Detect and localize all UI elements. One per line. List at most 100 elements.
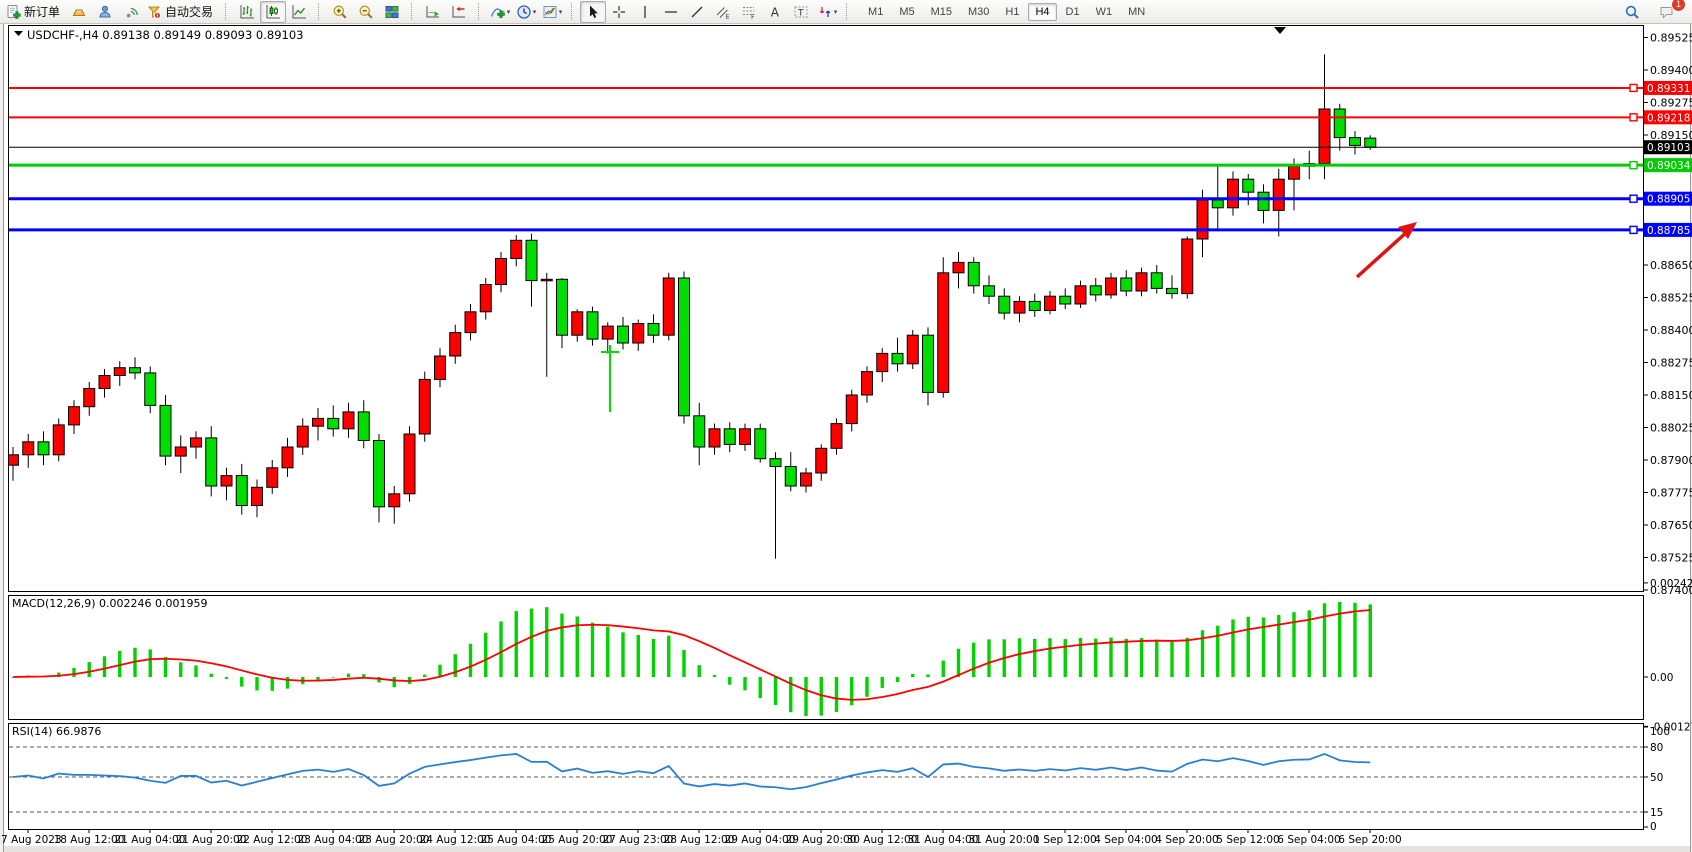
new-order-button[interactable]: 新订单: [3, 1, 66, 23]
svg-text:29 Aug 04:00: 29 Aug 04:00: [725, 834, 796, 846]
arrows-button[interactable]: ▾: [814, 1, 840, 23]
svg-text:F: F: [751, 13, 755, 20]
rsi-line: [12, 752, 1371, 791]
tf-button-M30[interactable]: M30: [968, 5, 990, 18]
rsi-pane[interactable]: [8, 723, 1644, 830]
templates-button[interactable]: ▾: [539, 1, 565, 23]
svg-text:15: 15: [1650, 807, 1663, 819]
tf-button-H1[interactable]: H1: [1005, 5, 1020, 18]
periods-button[interactable]: ▾: [513, 1, 539, 23]
crosshair-icon: [613, 5, 626, 18]
price-badge: [1644, 158, 1692, 173]
chart-shift-marker-icon[interactable]: [1274, 27, 1286, 34]
svg-text:0.88905: 0.88905: [1647, 194, 1690, 206]
search-button[interactable]: [1619, 1, 1645, 23]
equidistant-channel-button[interactable]: E: [710, 1, 736, 23]
price-badge: [1644, 80, 1692, 95]
vertical-line-icon: [644, 5, 646, 18]
symbol-collapse-arrow-icon[interactable]: [14, 31, 23, 36]
line-chart-button[interactable]: [286, 1, 312, 23]
tf-button-W1[interactable]: W1: [1095, 5, 1113, 18]
tile-windows-button[interactable]: [379, 1, 405, 23]
svg-text:21 Aug 20:00: 21 Aug 20:00: [176, 834, 247, 846]
signals-button[interactable]: [118, 1, 144, 23]
toolbar-separator: [478, 3, 483, 20]
svg-text:E: E: [726, 12, 730, 20]
svg-text:0.87775: 0.87775: [1650, 487, 1692, 500]
hline-handle[interactable]: [1629, 113, 1638, 122]
svg-text:100: 100: [1650, 726, 1670, 738]
tf-button-M5[interactable]: M5: [899, 5, 915, 18]
tf-button-D1[interactable]: D1: [1065, 5, 1080, 18]
svg-text:0.87900: 0.87900: [1650, 454, 1692, 467]
lime-cross-marker[interactable]: [601, 345, 619, 412]
price-badge: [1644, 110, 1692, 125]
fibonacci-icon: F: [743, 6, 755, 20]
fibonacci-button[interactable]: F: [736, 1, 762, 23]
tf-button-M15[interactable]: M15: [930, 5, 952, 18]
profile-button[interactable]: [92, 1, 118, 23]
tf-button-H4[interactable]: H4: [1028, 2, 1057, 21]
text-label-button[interactable]: T: [788, 1, 814, 23]
trendline-button[interactable]: [684, 1, 710, 23]
tf-button-MN[interactable]: MN: [1128, 5, 1146, 18]
hline-handle[interactable]: [1629, 160, 1638, 170]
chart-shift-button[interactable]: [446, 1, 472, 23]
window-bottom-edge: [4, 846, 1690, 852]
tf-button-M1[interactable]: M1: [868, 5, 884, 18]
svg-text:18 Aug 12:00: 18 Aug 12:00: [54, 834, 125, 846]
bar-chart-button[interactable]: [234, 1, 260, 23]
svg-text:0.88785: 0.88785: [1647, 225, 1690, 237]
svg-text:0.87400: 0.87400: [1650, 584, 1692, 597]
auto-trading-icon: [147, 6, 162, 19]
main-toolbar: 新订单 自动交易 ▾ ▾: [0, 0, 1692, 24]
main-chart-pane[interactable]: [8, 25, 1644, 592]
svg-text:0.002425: 0.002425: [1650, 578, 1692, 590]
equidistant-channel-icon: E: [716, 6, 730, 20]
macd-label: MACD(12,26,9) 0.002246 0.001959: [12, 597, 208, 610]
candlestick-chart-button[interactable]: [260, 0, 287, 23]
chevron-down-icon[interactable]: ▾: [506, 8, 511, 16]
red-arrow-annotation[interactable]: [1355, 222, 1417, 279]
hline-handle[interactable]: [1629, 83, 1638, 93]
arrows-icon: [819, 6, 830, 17]
horizontal-line-button[interactable]: [658, 1, 684, 23]
text-label-icon: T: [794, 6, 808, 18]
svg-text:29 Aug 20:00: 29 Aug 20:00: [786, 834, 857, 846]
toolbar-separator: [318, 3, 323, 20]
auto-scroll-button[interactable]: [420, 1, 446, 23]
candlestick-series: [9, 54, 1377, 559]
hline-handle[interactable]: [1629, 225, 1638, 235]
vertical-line-button[interactable]: [632, 1, 658, 23]
chevron-down-icon[interactable]: ▾: [532, 8, 537, 16]
zoom-out-button[interactable]: [353, 1, 379, 23]
chevron-down-icon[interactable]: ▾: [833, 8, 838, 16]
svg-text:A: A: [771, 5, 780, 19]
text-button[interactable]: A: [762, 1, 788, 23]
price-badge: [1644, 222, 1692, 237]
svg-text:17 Aug 2023: 17 Aug 2023: [0, 834, 62, 846]
cursor-button[interactable]: [580, 0, 607, 23]
indicators-button[interactable]: ▾: [487, 1, 513, 23]
zoom-in-button[interactable]: [327, 1, 353, 23]
auto-scroll-icon: [426, 5, 440, 17]
svg-text:4 Sep 20:00: 4 Sep 20:00: [1155, 834, 1218, 846]
auto-trading-button[interactable]: 自动交易: [144, 1, 219, 23]
svg-text:0.89103: 0.89103: [1647, 142, 1690, 154]
svg-text:6 Sep 04:00: 6 Sep 04:00: [1277, 834, 1340, 846]
crosshair-button[interactable]: [606, 1, 632, 23]
toolbar-separator: [571, 3, 576, 20]
notifications-button[interactable]: 1: [1654, 0, 1686, 23]
gold-button[interactable]: [66, 1, 92, 23]
svg-text:0.88525: 0.88525: [1650, 292, 1692, 305]
hline-handle[interactable]: [1629, 194, 1638, 203]
svg-text:6 Sep 20:00: 6 Sep 20:00: [1338, 834, 1401, 846]
macd-pane[interactable]: [8, 595, 1644, 720]
zoom-in-icon: [333, 5, 347, 19]
chevron-down-icon[interactable]: ▾: [558, 8, 563, 16]
search-icon: [1625, 5, 1639, 19]
svg-text:0.89150: 0.89150: [1650, 129, 1692, 142]
svg-text:1 Sep 12:00: 1 Sep 12:00: [1033, 834, 1096, 846]
svg-text:0.88150: 0.88150: [1650, 389, 1692, 402]
